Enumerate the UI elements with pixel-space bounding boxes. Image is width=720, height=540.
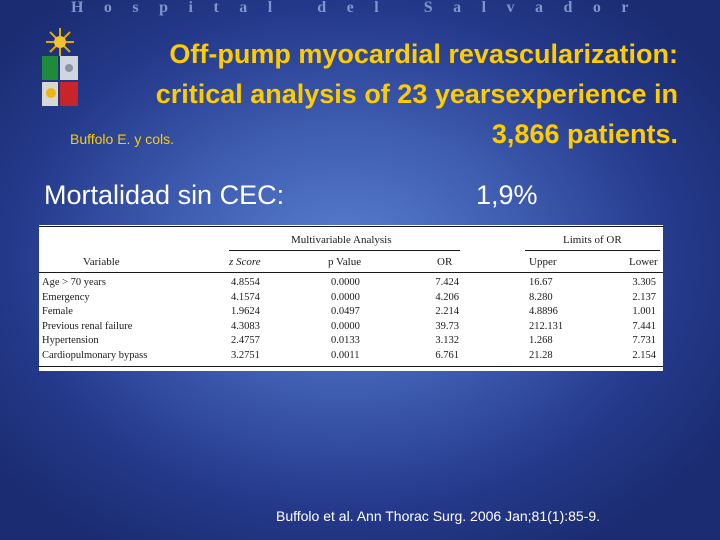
table-row: Hypertension 2.4757 0.0133 3.132 1.268 7… — [39, 334, 663, 348]
cell-or: 2.214 — [435, 306, 459, 317]
cell-or: 3.132 — [435, 335, 459, 346]
cell-p-value: 0.0011 — [331, 349, 360, 361]
cell-z-score: 4.1574 — [231, 291, 260, 303]
title-line-3: 3,866 patients. — [491, 119, 678, 149]
group-rule-multivariable — [229, 250, 460, 251]
col-header-variable: Variable — [83, 256, 120, 268]
cell-or: 6.761 — [435, 349, 459, 361]
cell-z-score: 3.2751 — [231, 349, 260, 361]
mortality-statement: Mortalidad sin CEC: 1,9% — [44, 178, 564, 212]
cell-lower: 7.441 — [632, 320, 656, 332]
table-row: Age > 70 years 4.8554 0.0000 7.424 16.67… — [39, 276, 663, 290]
cell-or: 7.424 — [435, 277, 459, 288]
title-line-2: critical analysis of 23 yearsexperience … — [155, 79, 678, 109]
cell-z-score: 1.9624 — [231, 306, 260, 317]
cell-p-value: 0.0000 — [331, 291, 360, 303]
table-top-rule — [39, 226, 663, 227]
col-header-upper: Upper — [529, 256, 557, 268]
cell-lower: 2.154 — [632, 349, 656, 361]
cell-upper: 212.131 — [529, 320, 564, 332]
cell-lower: 3.305 — [632, 277, 656, 288]
cell-z-score: 4.8554 — [231, 277, 260, 288]
cell-p-value: 0.0497 — [331, 306, 360, 317]
cell-lower: 2.137 — [632, 291, 656, 303]
cell-z-score: 4.3083 — [231, 320, 260, 332]
cell-p-value: 0.0000 — [331, 320, 360, 332]
cell-or: 39.73 — [435, 320, 459, 332]
cell-upper: 16.67 — [529, 277, 553, 288]
cell-lower: 7.731 — [632, 335, 656, 346]
results-table: Multivariable Analysis Limits of OR Vari… — [39, 225, 663, 371]
hospital-banner: Hospital del Salvador — [70, 0, 650, 16]
group-rule-limits — [525, 250, 660, 251]
cell-upper: 1.268 — [529, 335, 553, 346]
cell-upper: 4.8896 — [529, 306, 558, 317]
cell-variable: Age > 70 years — [42, 277, 106, 288]
title-line-1: Off-pump myocardial revascularization: — [169, 39, 678, 69]
authors-label: Buffolo E. y cols. — [70, 131, 175, 147]
cell-lower: 1.001 — [632, 306, 656, 317]
cell-variable: Hypertension — [42, 335, 99, 346]
table-row: Emergency 4.1574 0.0000 4.206 8.280 2.13… — [39, 291, 663, 305]
cell-variable: Female — [42, 306, 73, 317]
group-header-limits: Limits of OR — [563, 234, 622, 246]
col-header-or: OR — [437, 256, 453, 268]
header-rule — [39, 272, 663, 273]
cell-z-score: 2.4757 — [231, 335, 260, 346]
col-header-z-score: z Score — [229, 256, 261, 268]
col-header-p-value: p Value — [328, 256, 362, 268]
table-bottom-rule — [39, 366, 663, 367]
cell-upper: 8.280 — [529, 291, 553, 303]
col-header-lower: Lower — [629, 256, 658, 268]
table-row: Cardiopulmonary bypass 3.2751 0.0011 6.7… — [39, 349, 663, 363]
table-row: Previous renal failure 4.3083 0.0000 39.… — [39, 320, 663, 334]
cell-or: 4.206 — [435, 291, 459, 303]
table-row: Female 1.9624 0.0497 2.214 4.8896 1.001 — [39, 305, 663, 319]
cell-variable: Previous renal failure — [42, 320, 133, 332]
cell-p-value: 0.0000 — [331, 277, 360, 288]
mortality-value: 1,9% — [476, 180, 538, 210]
hospital-crest-logo — [42, 28, 78, 106]
cell-variable: Emergency — [42, 291, 90, 303]
mortality-label: Mortalidad sin CEC: — [44, 180, 285, 210]
cell-variable: Cardiopulmonary bypass — [42, 349, 148, 361]
slide-title: Off-pump myocardial revascularization: c… — [58, 34, 678, 154]
cell-p-value: 0.0133 — [331, 335, 360, 346]
citation: Buffolo et al. Ann Thorac Surg. 2006 Jan… — [276, 508, 601, 524]
group-header-multivariable: Multivariable Analysis — [291, 234, 392, 246]
cell-upper: 21.28 — [529, 349, 553, 361]
